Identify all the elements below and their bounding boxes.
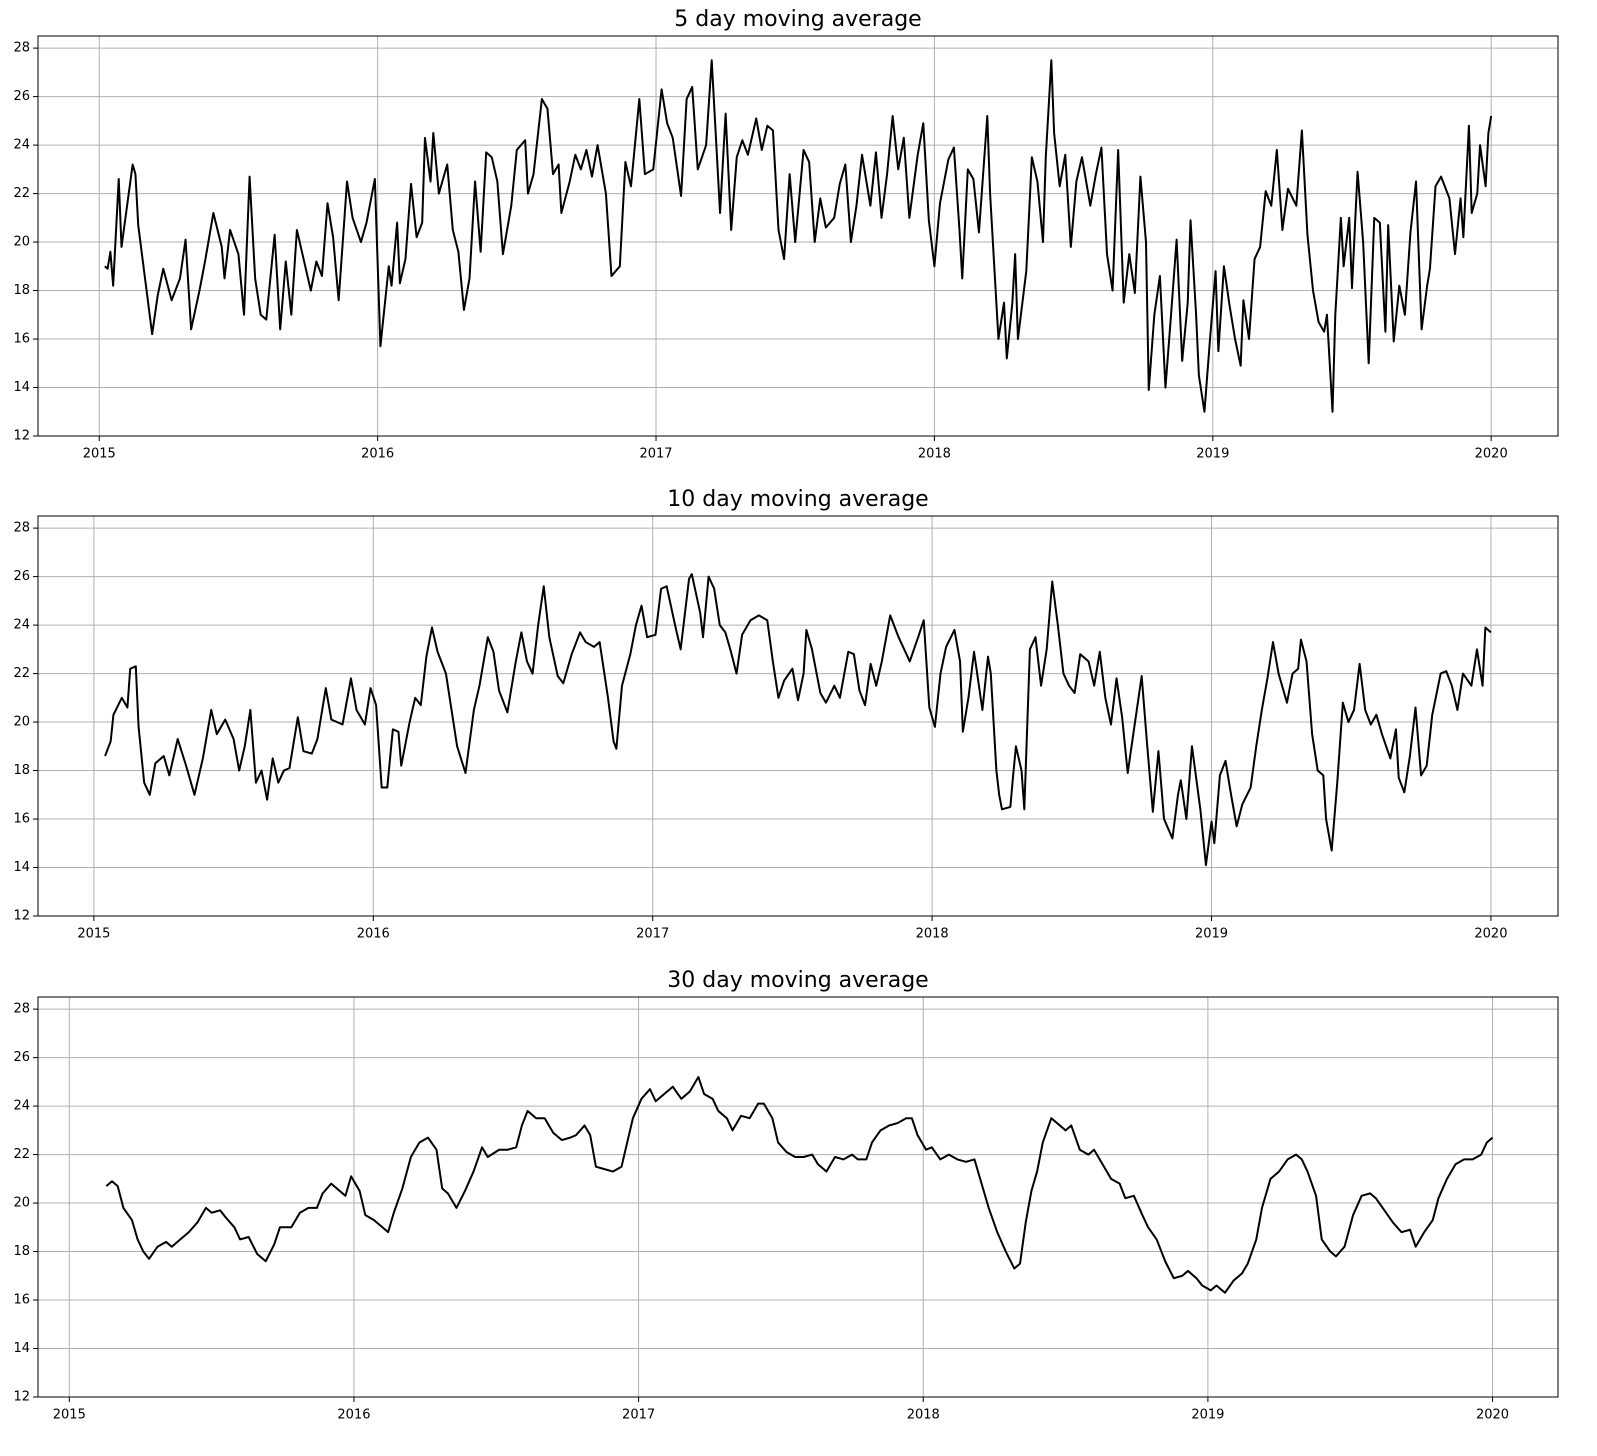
chart-title: 30 day moving average bbox=[667, 968, 928, 993]
subplot: 30 day moving average 12 14 16 18 20 22 24 26 28 2… bbox=[13, 968, 1559, 1423]
y-tick-label: 16 bbox=[13, 1293, 30, 1308]
y-tick-label: 28 bbox=[13, 1002, 30, 1017]
y-tick-label: 14 bbox=[13, 380, 30, 395]
data-line bbox=[104, 59, 1493, 413]
y-tick-label: 22 bbox=[13, 186, 30, 201]
chart-title: 10 day moving average bbox=[667, 487, 928, 512]
x-tick-label: 2015 bbox=[53, 1408, 86, 1423]
subplot: 5 day moving average 12 14 16 18 20 22 24 26 28 20… bbox=[13, 7, 1559, 462]
x-tick-label: 2016 bbox=[337, 1408, 370, 1423]
x-tick-label: 2019 bbox=[1196, 447, 1229, 462]
x-tick-label: 2020 bbox=[1475, 447, 1508, 462]
chart-title: 5 day moving average bbox=[674, 7, 921, 32]
y-tick-label: 24 bbox=[13, 1099, 30, 1114]
y-tick-label: 12 bbox=[13, 909, 30, 924]
y-tick-label: 18 bbox=[13, 1244, 30, 1259]
x-tick-label: 2018 bbox=[918, 447, 951, 462]
x-tick-label: 2015 bbox=[77, 927, 110, 942]
y-tick-label: 28 bbox=[13, 41, 30, 56]
x-tick-label: 2016 bbox=[357, 927, 390, 942]
x-tick-label: 2017 bbox=[636, 927, 669, 942]
y-tick-label: 26 bbox=[13, 1050, 30, 1065]
x-tick-label: 2019 bbox=[1195, 927, 1228, 942]
y-tick-label: 20 bbox=[13, 235, 30, 250]
x-tick-label: 2020 bbox=[1476, 1408, 1509, 1423]
axes-frame bbox=[37, 515, 1559, 917]
x-tick-label: 2017 bbox=[639, 447, 672, 462]
x-tick-label: 2019 bbox=[1191, 1408, 1224, 1423]
axes-frame bbox=[37, 996, 1559, 1398]
y-tick-label: 26 bbox=[13, 89, 30, 104]
axes-frame bbox=[37, 35, 1559, 437]
x-tick-label: 2020 bbox=[1474, 927, 1507, 942]
x-tick-label: 2018 bbox=[916, 927, 949, 942]
y-tick-label: 14 bbox=[13, 860, 30, 875]
y-tick-label: 28 bbox=[13, 521, 30, 536]
x-tick-label: 2015 bbox=[83, 447, 116, 462]
y-tick-label: 20 bbox=[13, 715, 30, 730]
y-tick-label: 12 bbox=[13, 429, 30, 444]
y-tick-label: 18 bbox=[13, 283, 30, 298]
y-tick-label: 26 bbox=[13, 569, 30, 584]
subplot: 10 day moving average 12 14 16 18 20 22 24 26 28 2… bbox=[13, 487, 1559, 942]
y-tick-label: 16 bbox=[13, 812, 30, 827]
y-tick-label: 22 bbox=[13, 666, 30, 681]
y-tick-label: 24 bbox=[13, 618, 30, 633]
x-tick-label: 2018 bbox=[907, 1408, 940, 1423]
y-tick-label: 14 bbox=[13, 1341, 30, 1356]
y-tick-label: 18 bbox=[13, 763, 30, 778]
y-tick-label: 24 bbox=[13, 138, 30, 153]
y-tick-label: 16 bbox=[13, 332, 30, 347]
x-tick-label: 2017 bbox=[622, 1408, 655, 1423]
y-tick-label: 22 bbox=[13, 1147, 30, 1162]
y-tick-label: 20 bbox=[13, 1196, 30, 1211]
y-tick-label: 12 bbox=[13, 1390, 30, 1405]
data-line bbox=[104, 573, 1492, 867]
data-line bbox=[105, 1076, 1494, 1294]
x-tick-label: 2016 bbox=[361, 447, 394, 462]
